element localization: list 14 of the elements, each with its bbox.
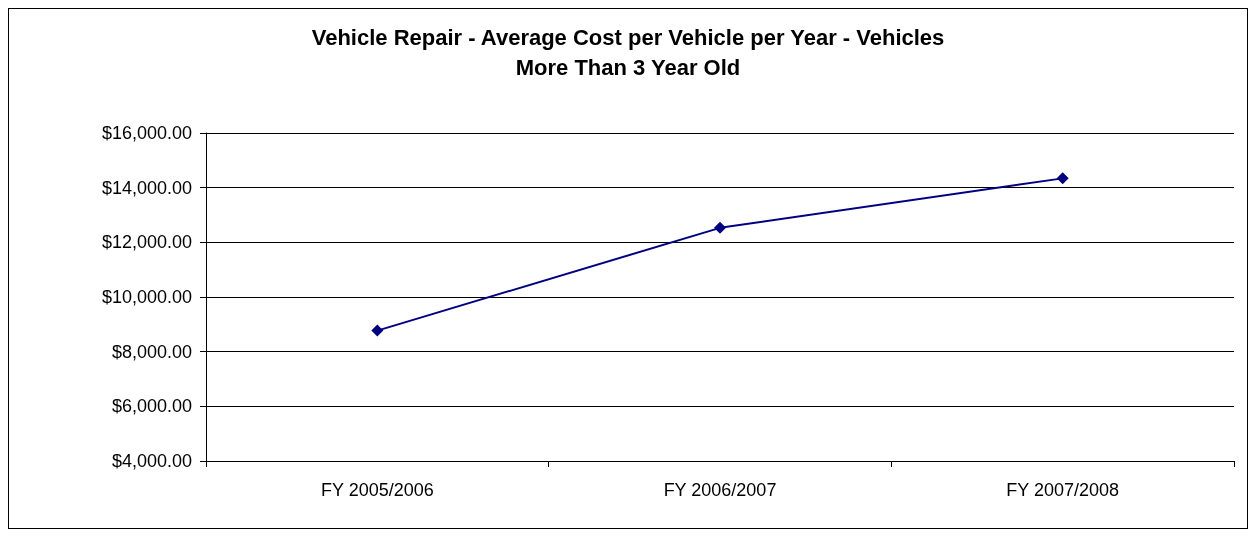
y-tick-label: $4,000.00 [111,451,192,471]
y-tick-label: $6,000.00 [111,396,192,417]
x-tick-label: FY 2005/2006 [320,480,434,500]
point [1056,172,1069,185]
y-tick-label: $8,000.00 [111,341,192,362]
y-tick-label: $16,000.00 [101,123,192,143]
chart-title: Vehicle Repair - Average Cost per Vehicle per Year - Vehicles More Than 3 Year Old [311,24,945,80]
x-tick-label: FY 2007/2008 [1006,480,1120,500]
x-tick-label: FY 2006/2007 [663,480,777,500]
y-tick-label: $12,000.00 [101,232,192,253]
point [714,221,726,234]
y-tick-label: $14,000.00 [101,177,192,198]
y-tick-label: $10,000.00 [101,287,192,307]
point [371,324,384,337]
